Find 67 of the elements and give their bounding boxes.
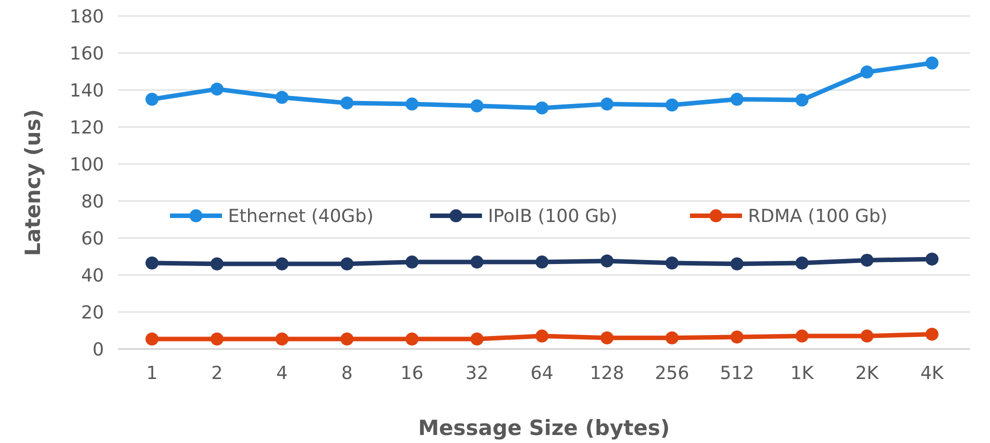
x-tick-label: 4K [920,363,945,384]
legend-label: Ethernet (40Gb) [228,206,374,228]
x-tick-label: 4 [276,363,288,384]
point [210,82,224,96]
point [276,257,288,270]
y-tick-label: 20 [81,302,104,324]
point [730,330,744,344]
x-tick-label: 128 [590,363,624,384]
y-tick-label: 80 [81,191,104,212]
point [730,92,744,106]
y-tick-label: 0 [92,339,104,360]
point [536,330,548,343]
point [146,256,158,270]
point [340,332,354,346]
point [276,90,288,104]
point [796,330,808,343]
x-tick-label: 256 [654,363,690,384]
x-tick-label: 2 [211,363,223,384]
point [926,328,938,341]
point [406,98,418,111]
point [926,56,938,70]
x-tick-label: 512 [720,363,754,384]
x-tick-label: 1 [146,363,158,384]
y-axis-title: Latency (us) [21,109,45,256]
point [340,96,354,110]
point [536,101,548,114]
point [210,257,224,270]
point [796,93,808,106]
point [146,332,158,346]
point [600,331,614,344]
x-tick-label: 64 [530,363,554,384]
y-tick-label: 140 [70,80,104,102]
point [860,66,874,79]
point [470,99,484,112]
x-axis-title: Message Size (bytes) [418,416,670,440]
y-tick-label: 120 [70,117,104,138]
x-tick-label: 2K [855,363,880,384]
y-tick-label: 60 [81,228,104,250]
point [666,98,678,112]
point [926,252,938,266]
point [210,332,224,346]
point [600,254,614,268]
point [730,257,744,270]
y-tick-label: 100 [70,154,104,176]
legend-label: IPoIB (100 Gb) [488,206,618,228]
x-tick-label: 16 [400,363,424,384]
y-tick-label: 160 [70,43,104,64]
point [406,256,418,269]
point [860,254,874,267]
point [276,332,288,346]
x-tick-label: 8 [341,363,353,384]
point [860,330,874,343]
legend-label: RDMA (100 Gb) [748,206,888,228]
y-tick-label: 180 [70,6,104,28]
point [600,98,614,111]
point [796,256,808,270]
y-tick-label: 40 [81,265,104,286]
x-tick-label: 1K [790,363,815,384]
x-tick-label: 32 [466,363,488,384]
point [536,256,548,269]
point [146,92,158,106]
point [470,256,484,269]
point [470,332,484,346]
point [666,256,678,270]
point [340,257,354,270]
point [666,331,678,344]
point [406,332,418,346]
